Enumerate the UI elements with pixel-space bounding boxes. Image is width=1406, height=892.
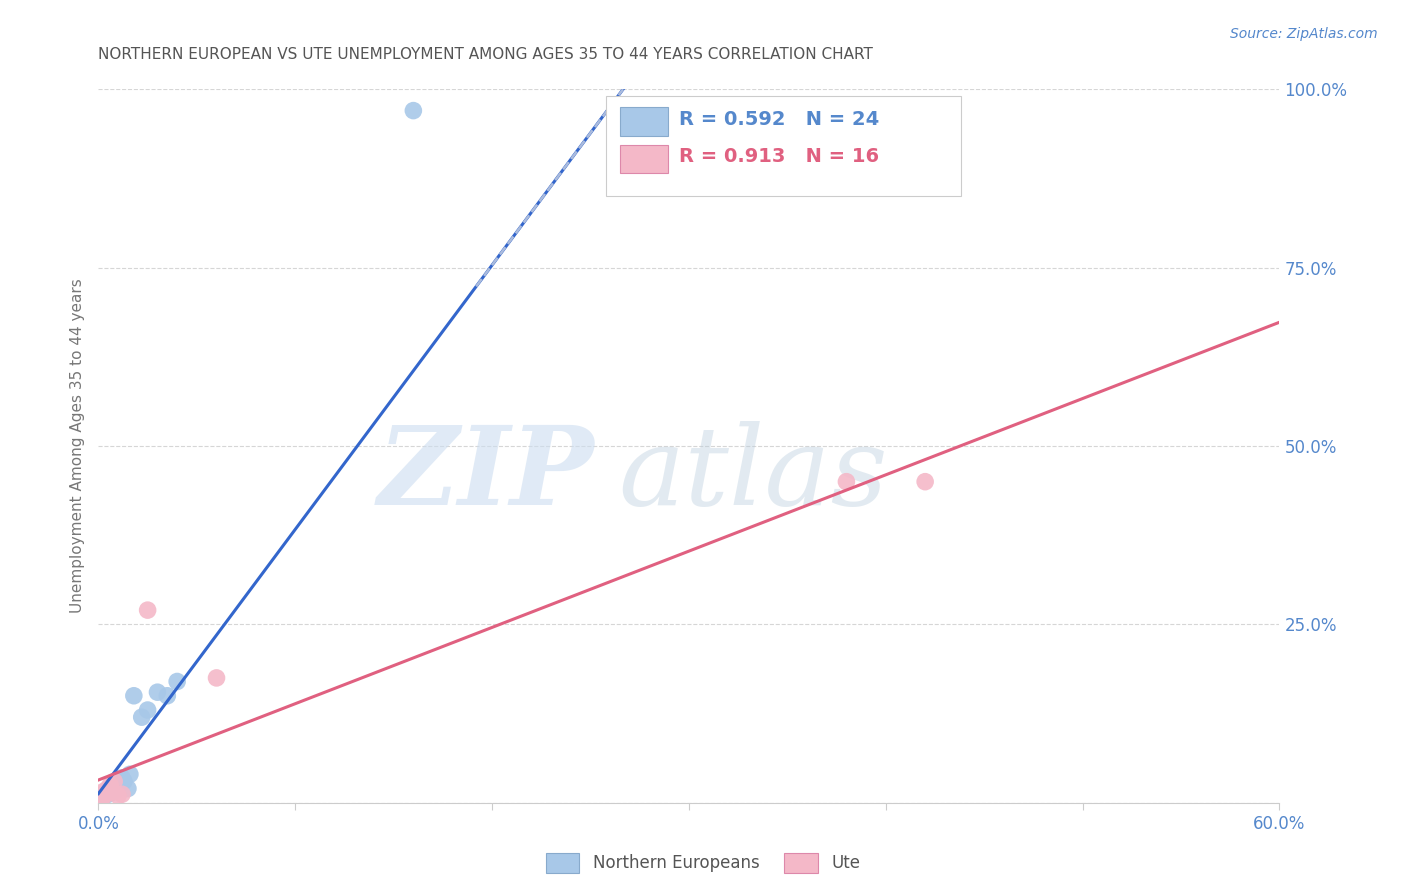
- Point: [156, 689, 179, 703]
- Point: [117, 781, 139, 796]
- Point: [205, 671, 228, 685]
- Point: [105, 783, 128, 797]
- Point: [835, 475, 858, 489]
- Point: [96, 785, 118, 799]
- Point: [96, 783, 118, 797]
- Point: [93, 789, 115, 803]
- Point: [111, 771, 134, 785]
- Point: [89, 792, 111, 806]
- Point: [98, 778, 121, 792]
- Point: [107, 789, 129, 803]
- FancyBboxPatch shape: [620, 145, 668, 173]
- Point: [91, 790, 114, 805]
- Point: [98, 783, 121, 797]
- Point: [111, 787, 134, 801]
- Point: [122, 689, 145, 703]
- Text: R = 0.592   N = 24: R = 0.592 N = 24: [679, 111, 880, 129]
- Point: [166, 674, 188, 689]
- Text: NORTHERN EUROPEAN VS UTE UNEMPLOYMENT AMONG AGES 35 TO 44 YEARS CORRELATION CHAR: NORTHERN EUROPEAN VS UTE UNEMPLOYMENT AM…: [98, 47, 873, 62]
- Text: R = 0.913   N = 16: R = 0.913 N = 16: [679, 147, 880, 167]
- Point: [402, 103, 425, 118]
- Point: [89, 792, 111, 806]
- Point: [136, 703, 159, 717]
- Point: [697, 103, 720, 118]
- Point: [91, 790, 114, 805]
- FancyBboxPatch shape: [606, 96, 960, 196]
- Legend: Northern Europeans, Ute: Northern Europeans, Ute: [540, 847, 866, 880]
- Point: [97, 787, 120, 801]
- Y-axis label: Unemployment Among Ages 35 to 44 years: Unemployment Among Ages 35 to 44 years: [69, 278, 84, 614]
- Point: [91, 785, 114, 799]
- Point: [91, 789, 114, 803]
- Point: [93, 787, 115, 801]
- Point: [93, 789, 115, 803]
- Point: [131, 710, 153, 724]
- Text: ZIP: ZIP: [378, 421, 595, 528]
- Point: [914, 475, 936, 489]
- Point: [136, 603, 159, 617]
- Point: [101, 785, 124, 799]
- Point: [103, 774, 125, 789]
- FancyBboxPatch shape: [620, 107, 668, 136]
- Point: [93, 787, 115, 801]
- Point: [107, 778, 129, 792]
- Point: [97, 781, 120, 796]
- Point: [101, 785, 124, 799]
- Point: [103, 781, 125, 796]
- Text: atlas: atlas: [619, 421, 887, 528]
- Point: [118, 767, 141, 781]
- Point: [146, 685, 169, 699]
- Point: [112, 774, 135, 789]
- Text: Source: ZipAtlas.com: Source: ZipAtlas.com: [1230, 27, 1378, 41]
